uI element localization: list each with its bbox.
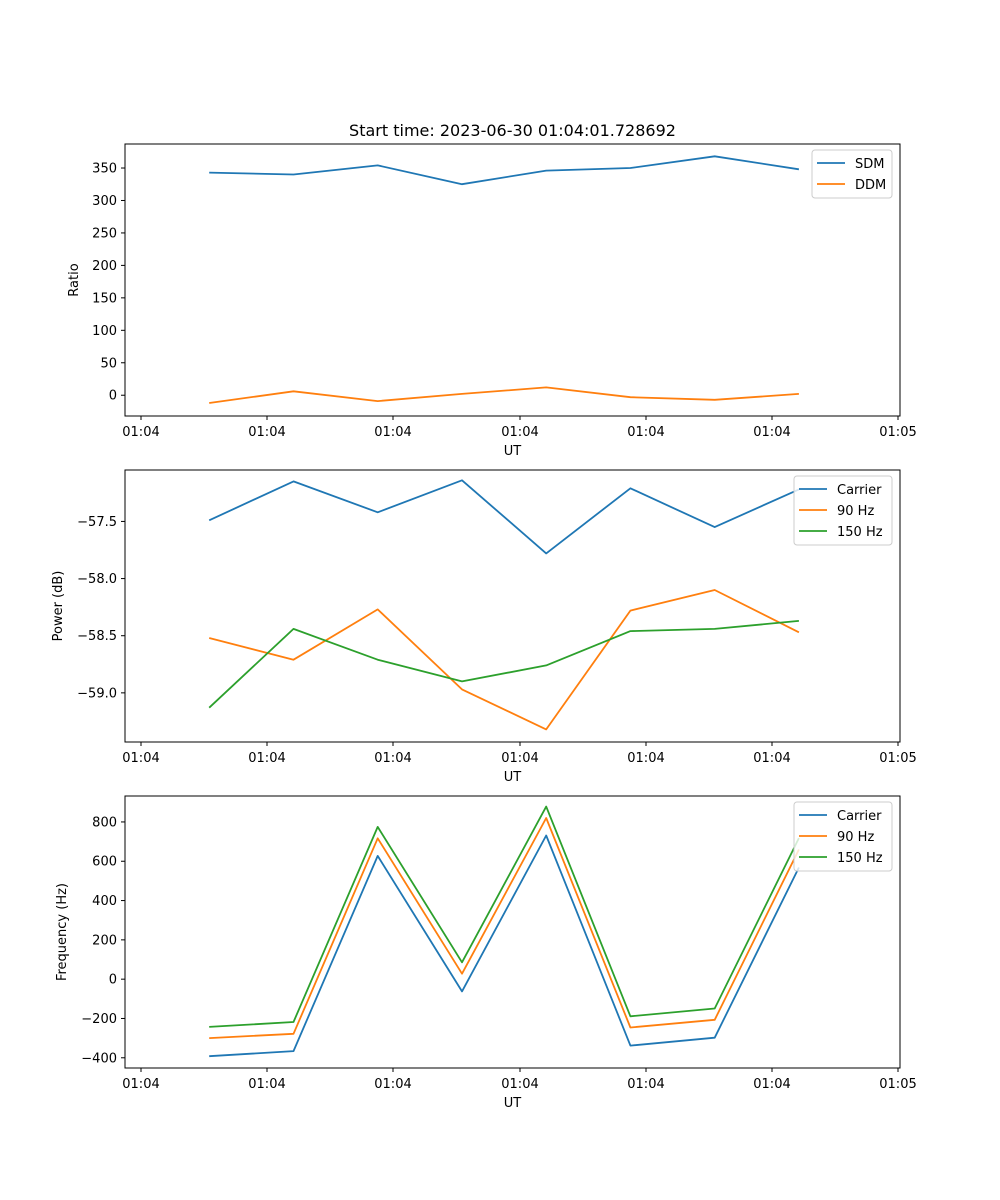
x-tick-label: 01:04 <box>753 425 790 440</box>
series-line-90-hz <box>208 589 800 731</box>
legend-label: 90 Hz <box>837 504 874 519</box>
y-tick-label: 0 <box>109 973 117 988</box>
series-line-carrier <box>208 479 800 555</box>
plot-area-frame <box>124 795 901 1069</box>
x-tick-label: 01:05 <box>879 425 916 440</box>
legend: SDM DDM <box>811 149 893 199</box>
legend-label: Carrier <box>837 809 882 824</box>
y-axis-label: Frequency (Hz) <box>55 883 70 981</box>
x-tick-label: 01:05 <box>879 1077 916 1092</box>
series-line-90-hz <box>209 817 800 1039</box>
y-axis-label: Power (dB) <box>51 571 66 642</box>
x-tick-label: 01:04 <box>753 1077 790 1092</box>
y-tick-label: 600 <box>92 855 117 870</box>
x-tick-label: 01:04 <box>122 425 159 440</box>
y-tick-label: −200 <box>81 1012 117 1027</box>
x-tick-label: 01:05 <box>879 751 916 766</box>
x-tick-label: 01:04 <box>501 751 538 766</box>
y-tick-label: −58.5 <box>77 629 117 644</box>
y-tick-label: 200 <box>92 259 117 274</box>
legend-frame <box>811 149 893 199</box>
plot-area-frame <box>124 469 901 743</box>
series-line-carrier <box>209 834 800 1058</box>
y-tick-label: 150 <box>92 291 117 306</box>
x-axis-label: UT <box>504 770 522 785</box>
legend-label: SDM <box>855 157 884 172</box>
y-tick-label: −57.5 <box>77 515 117 530</box>
x-tick-label: 01:04 <box>374 1077 411 1092</box>
x-tick-label: 01:04 <box>501 1077 538 1092</box>
x-tick-label: 01:04 <box>627 425 664 440</box>
legend-label: 150 Hz <box>837 851 883 866</box>
legend-label: DDM <box>855 178 886 193</box>
x-tick-label: 01:04 <box>248 1077 285 1092</box>
series-line-150-hz <box>208 620 799 709</box>
series-line-sdm <box>209 155 800 186</box>
plot-area-frame <box>124 143 901 417</box>
x-tick-label: 01:04 <box>627 751 664 766</box>
y-axis-label: Ratio <box>67 263 82 296</box>
series-line-150-hz <box>209 805 800 1028</box>
legend-label: 150 Hz <box>837 525 883 540</box>
y-tick-label: 800 <box>92 815 117 830</box>
legend-label: Carrier <box>837 483 882 498</box>
legend: Carrier 90 Hz 150 Hz <box>793 475 893 546</box>
chart-panel-2: −59.0 −58.5 −58.0 −57.5 01:04 01:04 01:04 01:04… <box>51 469 917 785</box>
x-tick-label: 01:04 <box>753 751 790 766</box>
x-tick-label: 01:04 <box>122 751 159 766</box>
y-tick-label: −400 <box>81 1051 117 1066</box>
y-tick-label: 50 <box>100 356 117 371</box>
y-tick-label: 350 <box>92 162 117 177</box>
y-tick-label: −59.0 <box>77 686 117 701</box>
y-tick-label: 400 <box>92 894 117 909</box>
x-axis-label: UT <box>504 1096 522 1111</box>
x-tick-label: 01:04 <box>627 1077 664 1092</box>
x-tick-label: 01:04 <box>122 1077 159 1092</box>
legend-label: 90 Hz <box>837 830 874 845</box>
x-tick-label: 01:04 <box>374 751 411 766</box>
y-tick-label: 300 <box>92 194 117 209</box>
legend: Carrier 90 Hz 150 Hz <box>793 801 893 872</box>
chart-title: Start time: 2023-06-30 01:04:01.728692 <box>349 121 676 140</box>
chart-panel-1: 0 50 100 150 200 250 300 350 01:04 01:04 01:04 01:0… <box>67 121 917 459</box>
y-tick-label: 0 <box>109 389 117 404</box>
y-tick-label: 100 <box>92 324 117 339</box>
y-tick-label: −58.0 <box>77 572 117 587</box>
x-tick-label: 01:04 <box>501 425 538 440</box>
legend-frame <box>793 475 893 546</box>
x-tick-label: 01:04 <box>248 425 285 440</box>
y-tick-label: 200 <box>92 933 117 948</box>
x-tick-label: 01:04 <box>248 751 285 766</box>
chart-panels: 0 50 100 150 200 250 300 350 01:04 01:04 01:04 01:0… <box>51 121 917 1111</box>
x-tick-label: 01:04 <box>374 425 411 440</box>
legend-frame <box>793 801 893 872</box>
chart-panel-3: −400 −200 0 200 400 600 800 01:04 01:04 01:04 01:0… <box>55 795 917 1111</box>
series-line-ddm <box>209 386 799 404</box>
x-axis-label: UT <box>504 444 522 459</box>
y-tick-label: 250 <box>92 226 117 241</box>
